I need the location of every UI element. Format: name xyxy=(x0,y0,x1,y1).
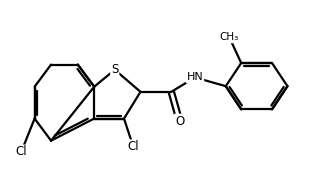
Text: Cl: Cl xyxy=(127,140,139,153)
Text: Cl: Cl xyxy=(15,145,27,158)
Text: HN: HN xyxy=(187,73,203,83)
Text: S: S xyxy=(111,63,118,76)
Text: CH₃: CH₃ xyxy=(220,32,239,42)
Text: O: O xyxy=(175,115,184,128)
